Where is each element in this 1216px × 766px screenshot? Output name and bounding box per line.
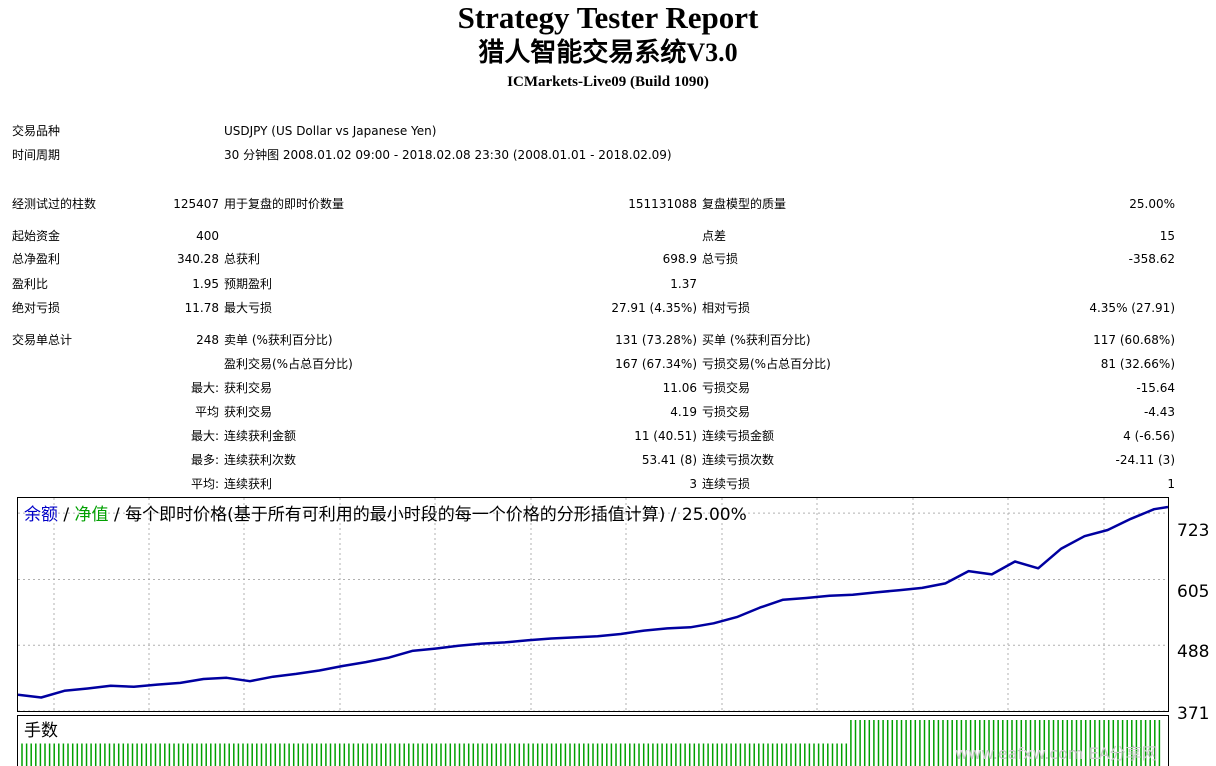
stats-cell-r5-c2: 卖单 (%获利百分比)	[224, 333, 333, 347]
stats-cell-r2-c0: 总净盈利	[12, 252, 61, 266]
stats-cell-r2-c3: 698.9	[662, 252, 697, 266]
stats-cell-r7-c3: 11.06	[662, 381, 697, 395]
stats-cell-r11-c1: 平均:	[190, 477, 219, 491]
stats-cell-r4-c0: 绝对亏损	[12, 301, 61, 315]
stats-cell-r4-c4: 相对亏损	[702, 301, 751, 315]
stats-cell-r10-c4: 连续亏损次数	[702, 453, 775, 467]
stats-cell-r2-c5: -358.62	[1128, 252, 1175, 266]
stats-cell-r5-c0: 交易单总计	[12, 333, 73, 347]
balance-chart-plot	[18, 498, 1168, 711]
stats-cell-r6-c4: 亏损交易(%占总百分比)	[702, 357, 831, 371]
stats-cell-r0-c2: 用于复盘的即时价数量	[224, 197, 345, 211]
stats-cell-r8-c2: 获利交易	[224, 405, 273, 419]
stats-cell-r5-c1: 248	[196, 333, 219, 347]
stats-cell-r5-c4: 买单 (%获利百分比)	[702, 333, 811, 347]
stats-cell-r11-c4: 连续亏损	[702, 477, 751, 491]
stats-cell-r7-c4: 亏损交易	[702, 381, 751, 395]
stats-cell-r8-c4: 亏损交易	[702, 405, 751, 419]
stats-cell-r2-c2: 总获利	[224, 252, 261, 266]
report-title: Strategy Tester Report	[457, 0, 759, 35]
stats-cell-r1-c5: 15	[1159, 229, 1175, 243]
legend-equity: 净值	[74, 505, 109, 525]
stats-cell-r9-c4: 连续亏损金额	[702, 429, 775, 443]
stats-cell-r4-c3: 27.91 (4.35%)	[611, 301, 697, 315]
y-tick-488: 488	[1177, 642, 1210, 662]
stats-cell-r4-c5: 4.35% (27.91)	[1089, 301, 1175, 315]
chart-legend: 余额 / 净值 / 每个即时价格(基于所有可利用的最小时段的每一个价格的分形插值…	[24, 504, 747, 526]
stats-cell-r3-c3: 1.37	[670, 277, 697, 291]
stats-cell-r0-c0: 经测试过的柱数	[12, 197, 97, 211]
volume-chart	[17, 715, 1169, 766]
stats-cell-r11-c3: 3	[689, 477, 697, 491]
y-tick-605: 605	[1177, 582, 1210, 602]
ea-name: 猎人智能交易系统V3.0	[478, 38, 738, 67]
stats-cell-r4-c1: 11.78	[184, 301, 219, 315]
stats-cell-r0-c4: 复盘模型的质量	[702, 197, 787, 211]
stats-cell-r10-c1: 最多:	[190, 453, 219, 467]
stats-cell-r8-c5: -4.43	[1143, 405, 1175, 419]
stats-cell-r9-c2: 连续获利金额	[224, 429, 297, 443]
stats-cell-r10-c3: 53.41 (8)	[641, 453, 697, 467]
legend-sep-2: /	[108, 505, 126, 525]
server-build: ICMarkets-Live09 (Build 1090)	[507, 74, 709, 90]
stats-cell-r1-c1: 400	[196, 229, 219, 243]
stats-cell-r3-c1: 1.95	[192, 277, 219, 291]
stats-cell-r0-c5: 25.00%	[1129, 197, 1175, 211]
watermark: www.eafxw.com EA分享网	[955, 744, 1158, 763]
stats-cell-r3-c0: 盈利比	[12, 277, 49, 291]
stats-cell-r9-c3: 11 (40.51)	[634, 429, 697, 443]
stats-cell-r10-c2: 连续获利次数	[224, 453, 297, 467]
stats-cell-r1-c0: 起始资金	[12, 229, 61, 243]
stats-cell-r2-c1: 340.28	[177, 252, 219, 266]
info-label-symbol: 交易品种	[12, 124, 61, 138]
info-value-symbol: USDJPY (US Dollar vs Japanese Yen)	[224, 124, 437, 138]
stats-cell-r9-c1: 最大:	[190, 429, 219, 443]
stats-cell-r11-c5: 1	[1167, 477, 1175, 491]
legend-model: 每个即时价格(基于所有可利用的最小时段的每一个价格的分形插值计算)	[125, 505, 666, 525]
stats-cell-r9-c5: 4 (-6.56)	[1123, 429, 1175, 443]
stats-cell-r0-c1: 125407	[173, 197, 219, 211]
stats-cell-r6-c3: 167 (67.34%)	[615, 357, 697, 371]
stats-cell-r1-c4: 点差	[702, 229, 727, 243]
volume-label: 手数	[24, 721, 58, 741]
volume-chart-plot	[21, 720, 1161, 766]
stats-cell-r6-c2: 盈利交易(%占总百分比)	[224, 357, 353, 371]
stats-cell-r5-c5: 117 (60.68%)	[1093, 333, 1175, 347]
stats-cell-r11-c2: 连续获利	[224, 477, 273, 491]
stats-cell-r3-c2: 预期盈利	[224, 277, 273, 291]
stats-cell-r6-c5: 81 (32.66%)	[1100, 357, 1175, 371]
balance-chart	[17, 497, 1169, 712]
stats-cell-r5-c3: 131 (73.28%)	[615, 333, 697, 347]
stats-cell-r8-c1: 平均	[194, 405, 219, 419]
info-value-period: 30 分钟图 2008.01.02 09:00 - 2018.02.08 23:…	[224, 148, 672, 162]
y-tick-723: 723	[1177, 521, 1210, 541]
stats-cell-r7-c5: -15.64	[1136, 381, 1175, 395]
stats-cell-r8-c3: 4.19	[670, 405, 697, 419]
stats-cell-r2-c4: 总亏损	[702, 252, 739, 266]
stats-cell-r0-c3: 151131088	[628, 197, 697, 211]
legend-balance: 余额	[24, 505, 58, 525]
y-tick-371: 371	[1177, 704, 1210, 724]
legend-sep-1: /	[58, 505, 75, 525]
stats-cell-r4-c2: 最大亏损	[224, 301, 273, 315]
legend-quality: 25.00%	[681, 505, 747, 525]
info-label-period: 时间周期	[12, 148, 61, 162]
stats-cell-r7-c1: 最大:	[190, 381, 219, 395]
stats-cell-r7-c2: 获利交易	[224, 381, 273, 395]
stats-cell-r10-c5: -24.11 (3)	[1115, 453, 1176, 467]
legend-sep-3: /	[665, 505, 682, 525]
series-line-0	[18, 505, 1168, 699]
